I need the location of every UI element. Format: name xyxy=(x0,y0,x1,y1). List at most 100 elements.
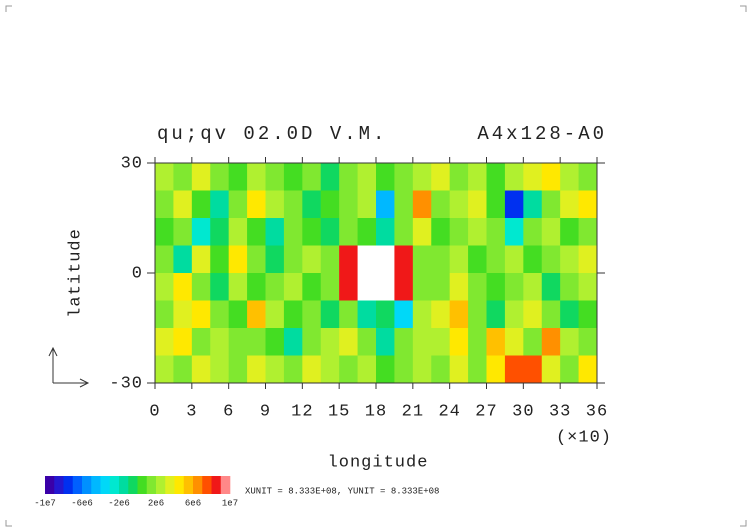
field-cell xyxy=(578,218,598,246)
field-cell xyxy=(468,190,487,219)
field-cell xyxy=(265,190,285,219)
field-cell xyxy=(504,273,524,301)
field-cell xyxy=(265,355,285,384)
field-cell xyxy=(191,300,211,329)
field-cell xyxy=(468,245,487,274)
field-cell xyxy=(302,355,322,384)
field-cell xyxy=(541,245,561,274)
field-cell xyxy=(173,245,193,274)
field-cell xyxy=(523,163,543,191)
colorbar-cell xyxy=(72,476,83,494)
field-cell xyxy=(394,218,414,246)
x-tick-label: 18 xyxy=(365,402,387,421)
field-cell xyxy=(283,190,303,219)
field-cell xyxy=(173,328,193,356)
field-cell xyxy=(376,300,395,329)
colorbar-cell xyxy=(146,476,157,494)
field-cell xyxy=(210,218,230,246)
field-cell xyxy=(468,300,487,329)
field-cell xyxy=(431,355,451,384)
field-cell xyxy=(247,300,266,329)
field-cell xyxy=(412,300,432,329)
x-tick-label: 21 xyxy=(402,402,424,421)
unit-vector xyxy=(48,346,90,388)
field-cell xyxy=(412,273,432,301)
field-cell xyxy=(302,273,322,301)
field-cell xyxy=(431,245,451,274)
field-cell xyxy=(560,245,580,274)
field-cell xyxy=(228,328,248,356)
x-tick-label: 12 xyxy=(291,402,313,421)
field-cell xyxy=(339,190,359,219)
page-corners xyxy=(5,5,747,527)
field-cell xyxy=(247,328,266,356)
field-cell xyxy=(504,218,524,246)
field-cell xyxy=(265,328,285,356)
field-cell xyxy=(339,328,359,356)
field-cell xyxy=(320,300,340,329)
colorbar-cell xyxy=(100,476,111,494)
field-cell xyxy=(504,163,524,191)
field-cell xyxy=(523,328,543,356)
field-cell xyxy=(191,218,211,246)
x-tick-label: 30 xyxy=(512,402,534,421)
field-cell xyxy=(412,355,432,384)
field-cell xyxy=(523,300,543,329)
field-cell xyxy=(376,190,395,219)
field-cell xyxy=(560,273,580,301)
field-cell xyxy=(578,300,598,329)
colorbar-cell xyxy=(119,476,129,494)
field-cell xyxy=(357,328,377,356)
field-cell xyxy=(412,163,432,191)
field-cell xyxy=(320,273,340,301)
field-cell xyxy=(523,245,543,274)
y-tick-label: -30 xyxy=(109,374,143,393)
field-cell xyxy=(578,190,598,219)
x-tick-label: 15 xyxy=(328,402,350,421)
x-tick-label: 6 xyxy=(223,402,234,421)
field-cell xyxy=(412,245,432,274)
colorbar-cell xyxy=(202,476,212,494)
field-cell xyxy=(486,218,506,246)
field-cell xyxy=(247,190,266,219)
field-cell xyxy=(283,273,303,301)
field-cell xyxy=(412,190,432,219)
field-cell xyxy=(376,218,395,246)
field-cell xyxy=(376,355,395,384)
field-cell xyxy=(247,245,266,274)
field-cell xyxy=(210,245,230,274)
field-cell xyxy=(320,328,340,356)
field-cell xyxy=(247,355,266,384)
y-axis-label: latitude xyxy=(66,228,85,318)
field-cell xyxy=(468,355,487,384)
field-cell xyxy=(283,245,303,274)
field-cell xyxy=(302,190,322,219)
field-cell xyxy=(302,163,322,191)
field-cell xyxy=(486,355,506,384)
field-cell xyxy=(247,163,266,191)
field-cell xyxy=(523,355,543,384)
field-cell xyxy=(394,190,414,219)
colorbar-cell xyxy=(45,476,55,494)
field-cell xyxy=(541,300,561,329)
x-multiplier: (×10) xyxy=(556,428,612,447)
field-cell xyxy=(376,328,395,356)
field-cell xyxy=(504,355,524,384)
field-cell xyxy=(302,300,322,329)
field-cell xyxy=(339,163,359,191)
field-cell xyxy=(265,163,285,191)
x-tick-label: 27 xyxy=(475,402,497,421)
field-cell xyxy=(339,273,359,301)
colorbar-cell xyxy=(137,476,148,494)
field-cell xyxy=(155,355,174,384)
field-cell xyxy=(431,273,451,301)
field-cell xyxy=(560,355,580,384)
field-cell xyxy=(376,273,395,301)
colorbar-cell xyxy=(211,476,222,494)
field-cell xyxy=(283,163,303,191)
field-cell xyxy=(247,273,266,301)
field-cell xyxy=(504,245,524,274)
field-cell xyxy=(191,273,211,301)
field-cell xyxy=(523,273,543,301)
field-cell xyxy=(486,328,506,356)
